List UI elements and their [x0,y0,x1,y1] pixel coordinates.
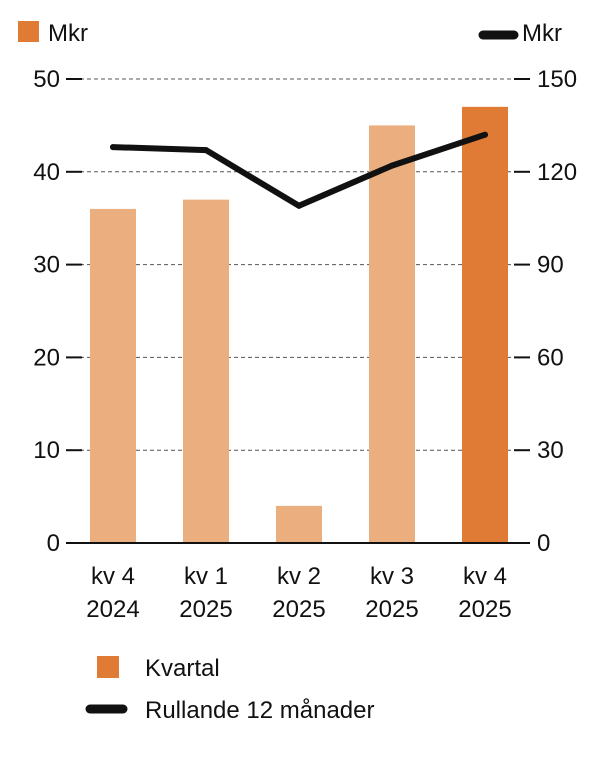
right-tick-label: 150 [537,66,577,93]
category-quarter-label: kv 3 [370,563,414,590]
right-axis-ticks: 0 30 60 90 120 150 [514,66,577,557]
line-point-2 [203,147,209,154]
line-point-1 [110,144,116,151]
left-axis-unit-swatch [18,21,39,42]
line-point-3 [296,202,302,209]
left-tick-label: 30 [33,252,60,279]
right-tick-label: 120 [537,159,577,186]
rolling-12-months-line [110,131,488,209]
legend-label-kvartal: Kvartal [145,655,220,682]
category-year-label: 2024 [86,596,139,623]
right-tick-label: 60 [537,344,564,371]
left-tick-label: 20 [33,344,60,371]
right-tick-label: 90 [537,252,564,279]
bar-1 [90,208,136,544]
left-axis-unit-label: Mkr [48,20,88,47]
right-axis-unit-label: Mkr [522,20,562,47]
bar-5 [462,106,508,543]
grid-lines [66,78,530,451]
right-tick-label: 0 [537,530,550,557]
bar-3 [276,505,322,543]
bar-2 [183,199,229,543]
category-quarter-label: kv 4 [463,563,507,590]
category-quarter-label: kv 1 [184,563,228,590]
category-quarter-label: kv 4 [91,563,135,590]
category-labels: kv 4 2024 kv 1 2025 kv 2 2025 kv 3 2025 kv 4 2025 [86,563,511,623]
category-year-label: 2025 [365,596,418,623]
line-point-4 [389,162,395,169]
legend-label-rullande: Rullande 12 månader [145,697,375,724]
bar-series-kvartal [90,106,508,544]
category-year-label: 2025 [179,596,232,623]
legend-swatch-kvartal [97,656,119,678]
left-tick-label: 10 [33,437,60,464]
line-point-5 [482,131,488,138]
left-tick-label: 50 [33,66,60,93]
category-year-label: 2025 [272,596,325,623]
line-series-rullande [110,131,488,209]
category-year-label: 2025 [458,596,511,623]
right-tick-label: 30 [537,437,564,464]
legend: Kvartal Rullande 12 månader [85,655,375,724]
left-axis-ticks: 0 10 20 30 40 50 [33,66,82,557]
bar-4 [369,125,415,544]
left-tick-label: 40 [33,159,60,186]
left-tick-label: 0 [47,530,60,557]
category-quarter-label: kv 2 [277,563,321,590]
